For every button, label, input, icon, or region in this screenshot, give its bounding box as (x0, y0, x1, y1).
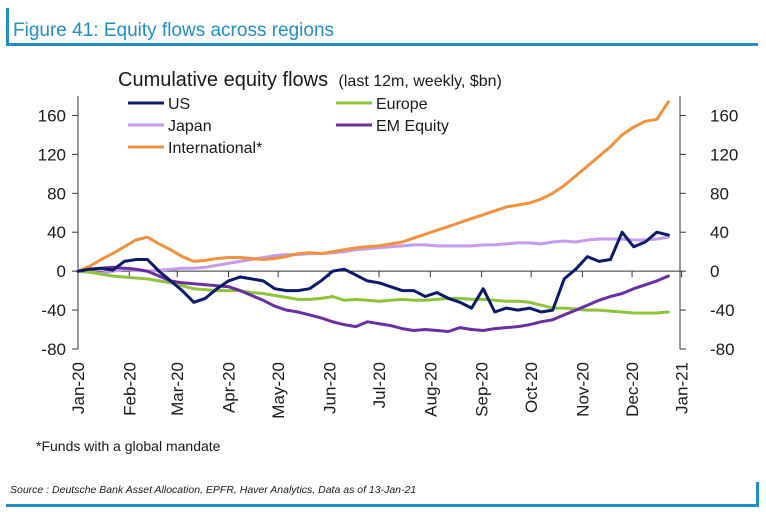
y-tick-label-right: 120 (710, 145, 738, 164)
y-tick-label-left: -80 (41, 340, 66, 359)
y-tick-label-left: 160 (38, 106, 66, 125)
chart-title-line: Cumulative equity flows (last 12m, weekl… (118, 69, 502, 91)
figure-header (6, 8, 758, 46)
x-tick-label: Jul-20 (370, 362, 389, 408)
legend-label-international: International* (168, 140, 262, 157)
y-tick-label-left: 120 (38, 145, 66, 164)
footer-rule (6, 504, 759, 507)
y-tick-label-right: -40 (710, 301, 735, 320)
series-line-international (76, 100, 670, 273)
y-tick-label-left: -40 (41, 301, 66, 320)
y-tick-label-right: 0 (710, 262, 719, 281)
x-tick-label: Dec-20 (623, 362, 642, 417)
x-tick-label: Jan-20 (69, 362, 88, 414)
x-tick-label: Apr-20 (220, 362, 239, 413)
y-tick-label-right: 160 (710, 106, 738, 125)
y-tick-label-left: 0 (57, 262, 66, 281)
series-line-em-equity (76, 265, 670, 333)
x-tick-label: Nov-20 (573, 362, 592, 417)
series-line-japan (76, 235, 670, 275)
legend-label-japan: Japan (168, 118, 212, 135)
y-tick-label-left: 40 (47, 223, 66, 242)
chart-series-lines (76, 100, 670, 333)
legend-label-em-equity: EM Equity (376, 118, 449, 135)
y-tick-label-right: 40 (710, 223, 729, 242)
footer-rule-tick (756, 482, 759, 507)
y-tick-label-right: -80 (710, 340, 735, 359)
chart-legend: US Europe Japan EM Equity International* (128, 96, 449, 157)
source-note: Source : Deutsche Bank Asset Allocation,… (10, 484, 417, 496)
x-tick-label: May-20 (269, 362, 288, 419)
series-line-us (76, 230, 670, 314)
x-tick-label: Aug-20 (421, 362, 440, 417)
x-tick-label: Feb-20 (120, 362, 139, 416)
x-tick-label: Jun-20 (320, 362, 339, 414)
figure-title: Figure 41: Equity flows across regions (13, 20, 335, 41)
legend-label-us: US (168, 96, 190, 113)
chart-subtitle: (last 12m, weekly, $bn) (339, 73, 502, 90)
footnote: *Funds with a global mandate (36, 438, 221, 454)
y-tick-label-right: 80 (710, 184, 729, 203)
legend-label-europe: Europe (376, 96, 428, 113)
y-tick-label-left: 80 (47, 184, 66, 203)
chart-title: Cumulative equity flows (118, 69, 328, 91)
x-tick-label: Sep-20 (473, 362, 492, 417)
x-tick-label: Oct-20 (522, 362, 541, 413)
x-tick-label: Mar-20 (168, 362, 187, 416)
x-tick-label: Jan-21 (673, 362, 692, 414)
